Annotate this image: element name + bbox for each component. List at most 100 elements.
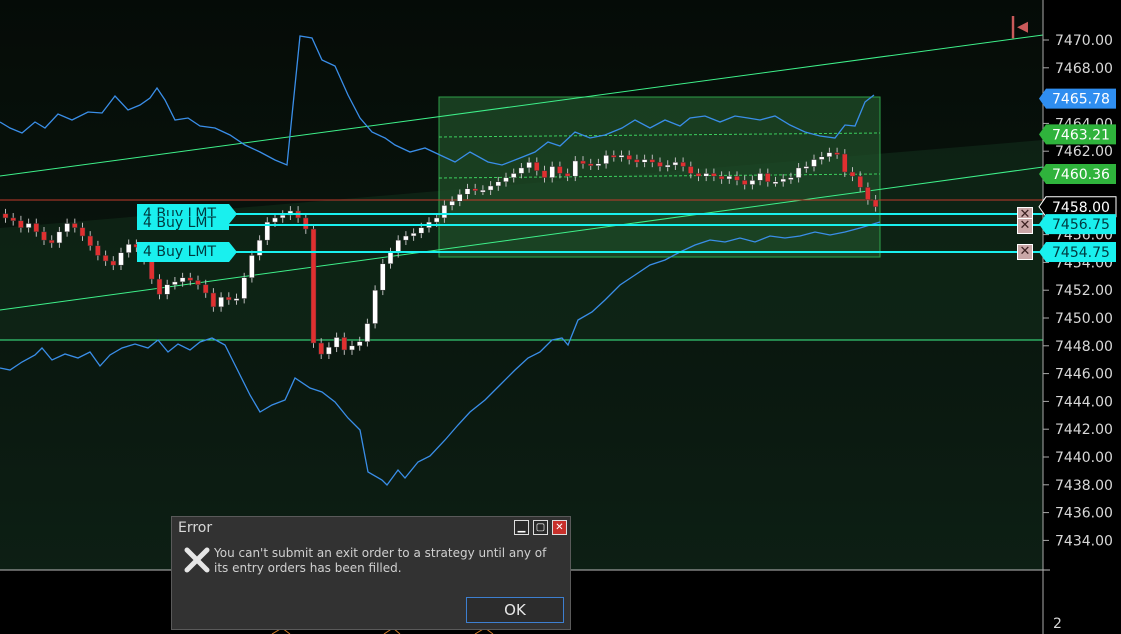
candle-body xyxy=(356,341,363,347)
price-axis-label: 7442.00 xyxy=(1055,422,1113,438)
candle-body xyxy=(711,173,717,177)
price-axis-label: 7444.00 xyxy=(1055,394,1113,410)
candle-body xyxy=(418,227,425,234)
candle-body xyxy=(25,223,32,228)
candle-body xyxy=(695,173,702,177)
candle-body xyxy=(780,178,786,183)
candle-body xyxy=(657,162,663,167)
candle-body xyxy=(349,345,355,351)
candle-body xyxy=(726,175,733,180)
minimize-icon[interactable]: ▁ xyxy=(514,520,529,535)
candle-body xyxy=(125,244,132,253)
candle-body xyxy=(472,188,478,191)
candle-body xyxy=(688,166,694,174)
indicator-lower-line xyxy=(0,221,881,486)
candle-body xyxy=(110,260,117,266)
candle-body xyxy=(380,263,386,291)
price-axis-label: 7468.00 xyxy=(1055,61,1113,77)
price-tag: 7458.00 xyxy=(1038,196,1117,218)
candle-body xyxy=(557,166,563,174)
candle-body xyxy=(718,175,725,180)
price-axis-label: 7438.00 xyxy=(1055,478,1113,494)
price-axis-label: 7448.00 xyxy=(1055,339,1113,355)
candle-body xyxy=(149,259,155,280)
candle-body xyxy=(580,160,586,164)
close-icon[interactable]: ✕ xyxy=(552,520,567,535)
price-tag-value: 7463.21 xyxy=(1052,127,1110,143)
candle-body xyxy=(310,228,317,344)
candle-body xyxy=(757,173,763,181)
candle-body xyxy=(48,239,55,244)
candle-body xyxy=(187,277,194,281)
candle-body xyxy=(611,155,617,158)
price-tag-value: 7456.75 xyxy=(1052,217,1110,233)
candle-body xyxy=(803,166,810,169)
ok-button[interactable]: OK xyxy=(466,597,564,623)
candle-body xyxy=(457,194,463,202)
candle-body xyxy=(202,284,209,294)
candle-body xyxy=(572,160,579,177)
candle-body xyxy=(849,171,856,177)
candle-body xyxy=(634,159,640,163)
price-axis-label: 7450.00 xyxy=(1055,311,1113,327)
candle-body xyxy=(279,214,286,219)
candle-body xyxy=(795,167,802,178)
candle-body xyxy=(218,296,224,308)
candle-body xyxy=(541,170,548,178)
candle-body xyxy=(857,175,863,188)
candle-body xyxy=(703,173,709,177)
candle-body xyxy=(387,252,394,265)
candle-body xyxy=(564,173,571,177)
candle-body xyxy=(433,217,440,223)
candle-body xyxy=(503,177,509,183)
candle-body xyxy=(641,159,648,163)
order-label-2[interactable]: 4 Buy LMT xyxy=(137,216,229,230)
price-axis-label: 7462.00 xyxy=(1055,144,1113,160)
candle-body xyxy=(10,217,16,221)
candle-body xyxy=(741,180,748,185)
candle-body xyxy=(18,220,24,228)
candle-body xyxy=(526,162,532,169)
candle-body xyxy=(834,152,840,155)
candle-body xyxy=(410,232,417,237)
candle-body xyxy=(842,153,848,173)
box-line xyxy=(438,173,881,179)
price-tag: 7454.75 xyxy=(1039,241,1116,262)
price-tag-value: 7460.36 xyxy=(1052,167,1110,183)
candle-body xyxy=(102,255,109,262)
collapse-panel-icon[interactable]: |◂ xyxy=(1009,14,1029,39)
candle-body xyxy=(72,223,78,228)
price-axis-label: 7446.00 xyxy=(1055,367,1113,383)
candle-body xyxy=(549,166,555,178)
candle-body xyxy=(233,298,240,301)
candle-body xyxy=(64,223,70,233)
candle-body xyxy=(318,342,324,355)
candle-body xyxy=(872,199,879,208)
cancel-order-2-icon[interactable]: ✕ xyxy=(1017,218,1033,234)
cancel-order-3-icon[interactable]: ✕ xyxy=(1017,244,1033,260)
box-line xyxy=(438,132,881,138)
candle-body xyxy=(510,173,517,178)
order-label-3[interactable]: 4 Buy LMT xyxy=(137,242,237,262)
price-axis-label: 7452.00 xyxy=(1055,283,1113,299)
candle-body xyxy=(56,231,63,244)
candle-body xyxy=(164,284,170,295)
trend-line-upper xyxy=(0,34,1044,177)
candle-body xyxy=(765,173,771,183)
candle-body xyxy=(534,162,540,171)
candle-body xyxy=(264,221,271,241)
price-tag-value: 7454.75 xyxy=(1052,245,1110,261)
candle-body xyxy=(587,163,594,166)
candle-body xyxy=(395,239,401,253)
error-x-icon xyxy=(184,547,210,573)
candle-body xyxy=(649,159,656,163)
candle-body xyxy=(2,213,9,219)
candle-body xyxy=(749,180,756,185)
candle-body xyxy=(326,346,332,355)
maximize-icon[interactable]: ▢ xyxy=(533,520,548,535)
price-tag: 7463.21 xyxy=(1039,124,1116,145)
price-tag: 7456.75 xyxy=(1039,214,1116,235)
candle-body xyxy=(865,187,871,201)
candle-body xyxy=(87,235,93,246)
